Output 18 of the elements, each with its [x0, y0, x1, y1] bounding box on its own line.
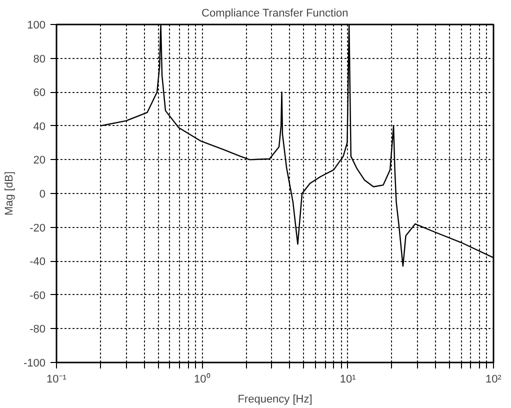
- y-tick-label: 80: [33, 53, 46, 66]
- y-axis-title: Mag [dB]: [3, 171, 16, 216]
- y-tick-label: -40: [30, 256, 46, 268]
- x-tick-label: 10¹: [340, 374, 356, 386]
- y-tick-label: -100: [23, 358, 46, 370]
- y-tick-label: -20: [30, 222, 46, 234]
- y-tick-label: -80: [30, 324, 46, 336]
- x-tick-label: 10⁰: [194, 372, 210, 386]
- y-tick-label: 40: [33, 120, 46, 133]
- y-tick-label: 60: [33, 87, 46, 100]
- x-axis-title: Frequency [Hz]: [238, 394, 312, 406]
- x-tick-label: 10²: [486, 374, 502, 386]
- y-tick-label: -60: [30, 290, 46, 302]
- y-tick-label: 100: [27, 20, 46, 32]
- y-tick-label: 20: [33, 154, 46, 167]
- y-tick-label: 0: [39, 188, 46, 200]
- chart-title: Compliance Transfer Function: [202, 8, 348, 20]
- x-tick-label: 10⁻¹: [46, 374, 67, 386]
